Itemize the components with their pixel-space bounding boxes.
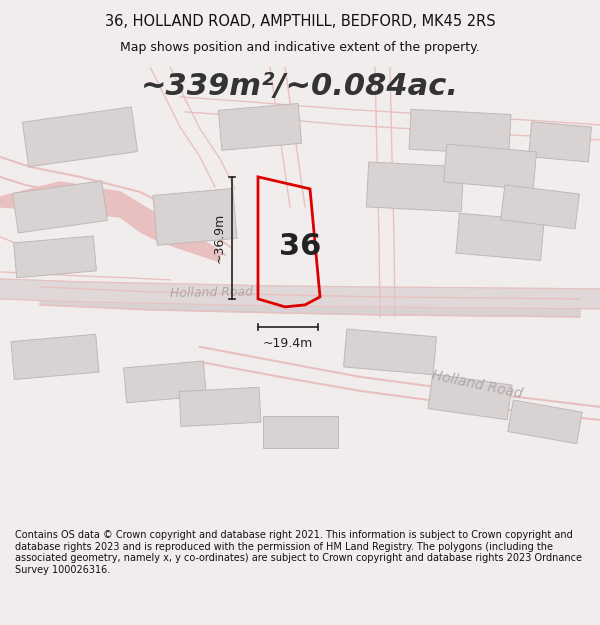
Polygon shape (500, 185, 580, 229)
Polygon shape (409, 109, 511, 154)
Polygon shape (218, 104, 302, 150)
Polygon shape (263, 416, 337, 448)
Text: Holland Road: Holland Road (430, 368, 523, 401)
Polygon shape (0, 279, 600, 309)
Polygon shape (443, 144, 536, 190)
Text: Contains OS data © Crown copyright and database right 2021. This information is : Contains OS data © Crown copyright and d… (15, 530, 582, 575)
Text: ~36.9m: ~36.9m (213, 213, 226, 263)
Text: ~19.4m: ~19.4m (263, 337, 313, 350)
Polygon shape (22, 107, 137, 167)
Polygon shape (13, 181, 107, 233)
Text: Map shows position and indicative extent of the property.: Map shows position and indicative extent… (120, 41, 480, 54)
Polygon shape (529, 122, 592, 162)
Text: 36: 36 (279, 232, 321, 261)
Polygon shape (179, 388, 261, 426)
Text: Holland Road: Holland Road (170, 286, 253, 300)
Polygon shape (344, 329, 436, 375)
Text: ~339m²/~0.084ac.: ~339m²/~0.084ac. (141, 72, 459, 101)
Polygon shape (153, 189, 237, 245)
Polygon shape (11, 334, 99, 379)
Polygon shape (40, 287, 580, 317)
Polygon shape (456, 213, 544, 261)
Polygon shape (0, 182, 220, 262)
Text: 36, HOLLAND ROAD, AMPTHILL, BEDFORD, MK45 2RS: 36, HOLLAND ROAD, AMPTHILL, BEDFORD, MK4… (104, 14, 496, 29)
Polygon shape (14, 236, 97, 278)
Polygon shape (367, 162, 464, 212)
Polygon shape (428, 374, 512, 420)
Polygon shape (124, 361, 206, 403)
Polygon shape (508, 400, 582, 444)
